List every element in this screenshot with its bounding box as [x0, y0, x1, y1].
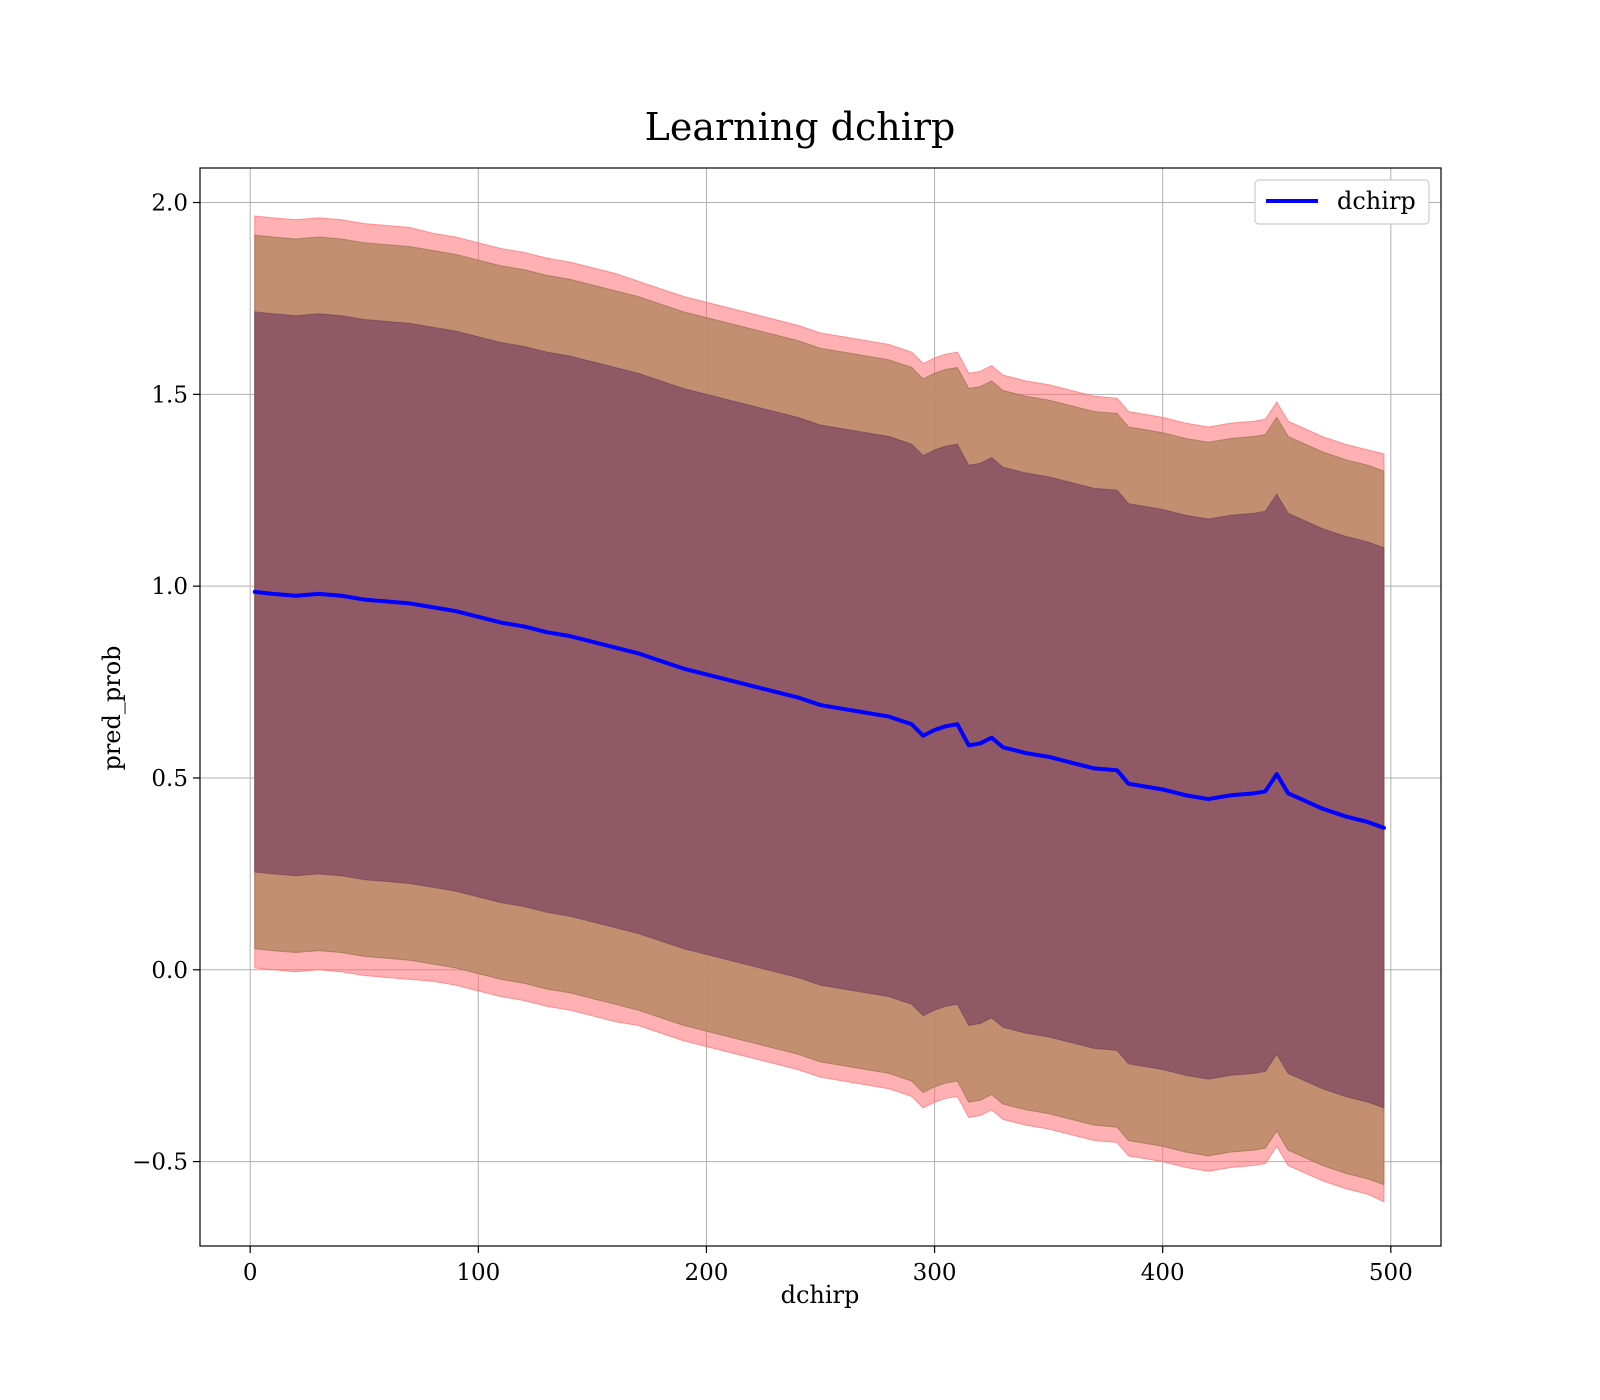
- x-tick-label: 200: [684, 1260, 728, 1286]
- x-tick-label: 0: [243, 1260, 258, 1286]
- y-tick-label: 2.0: [151, 191, 188, 217]
- y-tick-label: 0.5: [151, 766, 188, 792]
- legend-label: dchirp: [1337, 187, 1416, 215]
- y-tick-label: −0.5: [132, 1150, 188, 1176]
- band-layer: [254, 215, 1385, 1203]
- y-tick-label: 1.5: [151, 382, 188, 408]
- plot-area: [199, 167, 1442, 1247]
- legend-frame: [1254, 179, 1430, 225]
- chart-title: Learning dchirp: [645, 105, 956, 149]
- x-tick-label: 500: [1369, 1260, 1413, 1286]
- x-tick-label: 100: [456, 1260, 500, 1286]
- x-axis-label: dchirp: [781, 1281, 860, 1309]
- line-layer: [252, 589, 1386, 830]
- series-line-dchirp: [252, 589, 1386, 830]
- y-axis-label: pred_prob: [98, 645, 126, 770]
- y-axis-ticks: −0.5 0.0 0.5 1.0 1.5 2.0: [132, 191, 200, 1176]
- x-axis-ticks: 0 100 200 300 400 500: [243, 1246, 1413, 1286]
- x-tick-label: 300: [913, 1260, 957, 1286]
- plot-frame: [199, 167, 1442, 1247]
- x-tick-label: 400: [1141, 1260, 1185, 1286]
- y-tick-label: 1.0: [151, 574, 188, 600]
- y-tick-label: 0.0: [151, 958, 188, 984]
- legend: dchirp: [1254, 179, 1430, 225]
- inner-confidence-band: [254, 311, 1385, 1109]
